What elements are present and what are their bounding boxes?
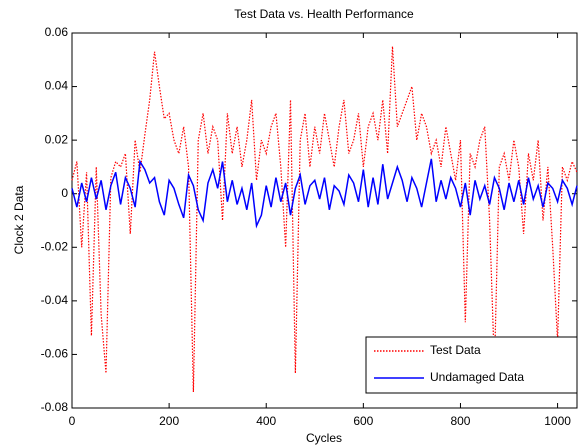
x-tick-label: 0: [69, 414, 76, 428]
y-axis-label: Clock 2 Data: [12, 185, 26, 254]
x-tick-label: 200: [159, 414, 179, 428]
data-line: [71, 46, 578, 392]
x-tick-label: 600: [353, 414, 373, 428]
y-tick-label: 0.06: [45, 25, 69, 39]
y-tick-label: -0.08: [41, 400, 69, 414]
x-tick-label: 400: [256, 414, 276, 428]
y-tick-label: 0.04: [45, 79, 69, 93]
x-tick-label: 1000: [544, 414, 571, 428]
y-tick-label: -0.02: [41, 239, 69, 253]
legend-label: Test Data: [430, 343, 481, 357]
y-tick-label: -0.04: [41, 293, 69, 307]
data-line: [71, 158, 578, 229]
y-tick-label: 0: [61, 186, 68, 200]
legend-label: Undamaged Data: [430, 370, 524, 384]
y-tick-label: 0.02: [45, 132, 69, 146]
x-tick-label: 800: [450, 414, 470, 428]
legend-box: [365, 336, 578, 394]
x-axis-label: Cycles: [306, 431, 342, 445]
y-tick-label: -0.06: [41, 347, 69, 361]
chart-title: Test Data vs. Health Performance: [234, 7, 414, 21]
